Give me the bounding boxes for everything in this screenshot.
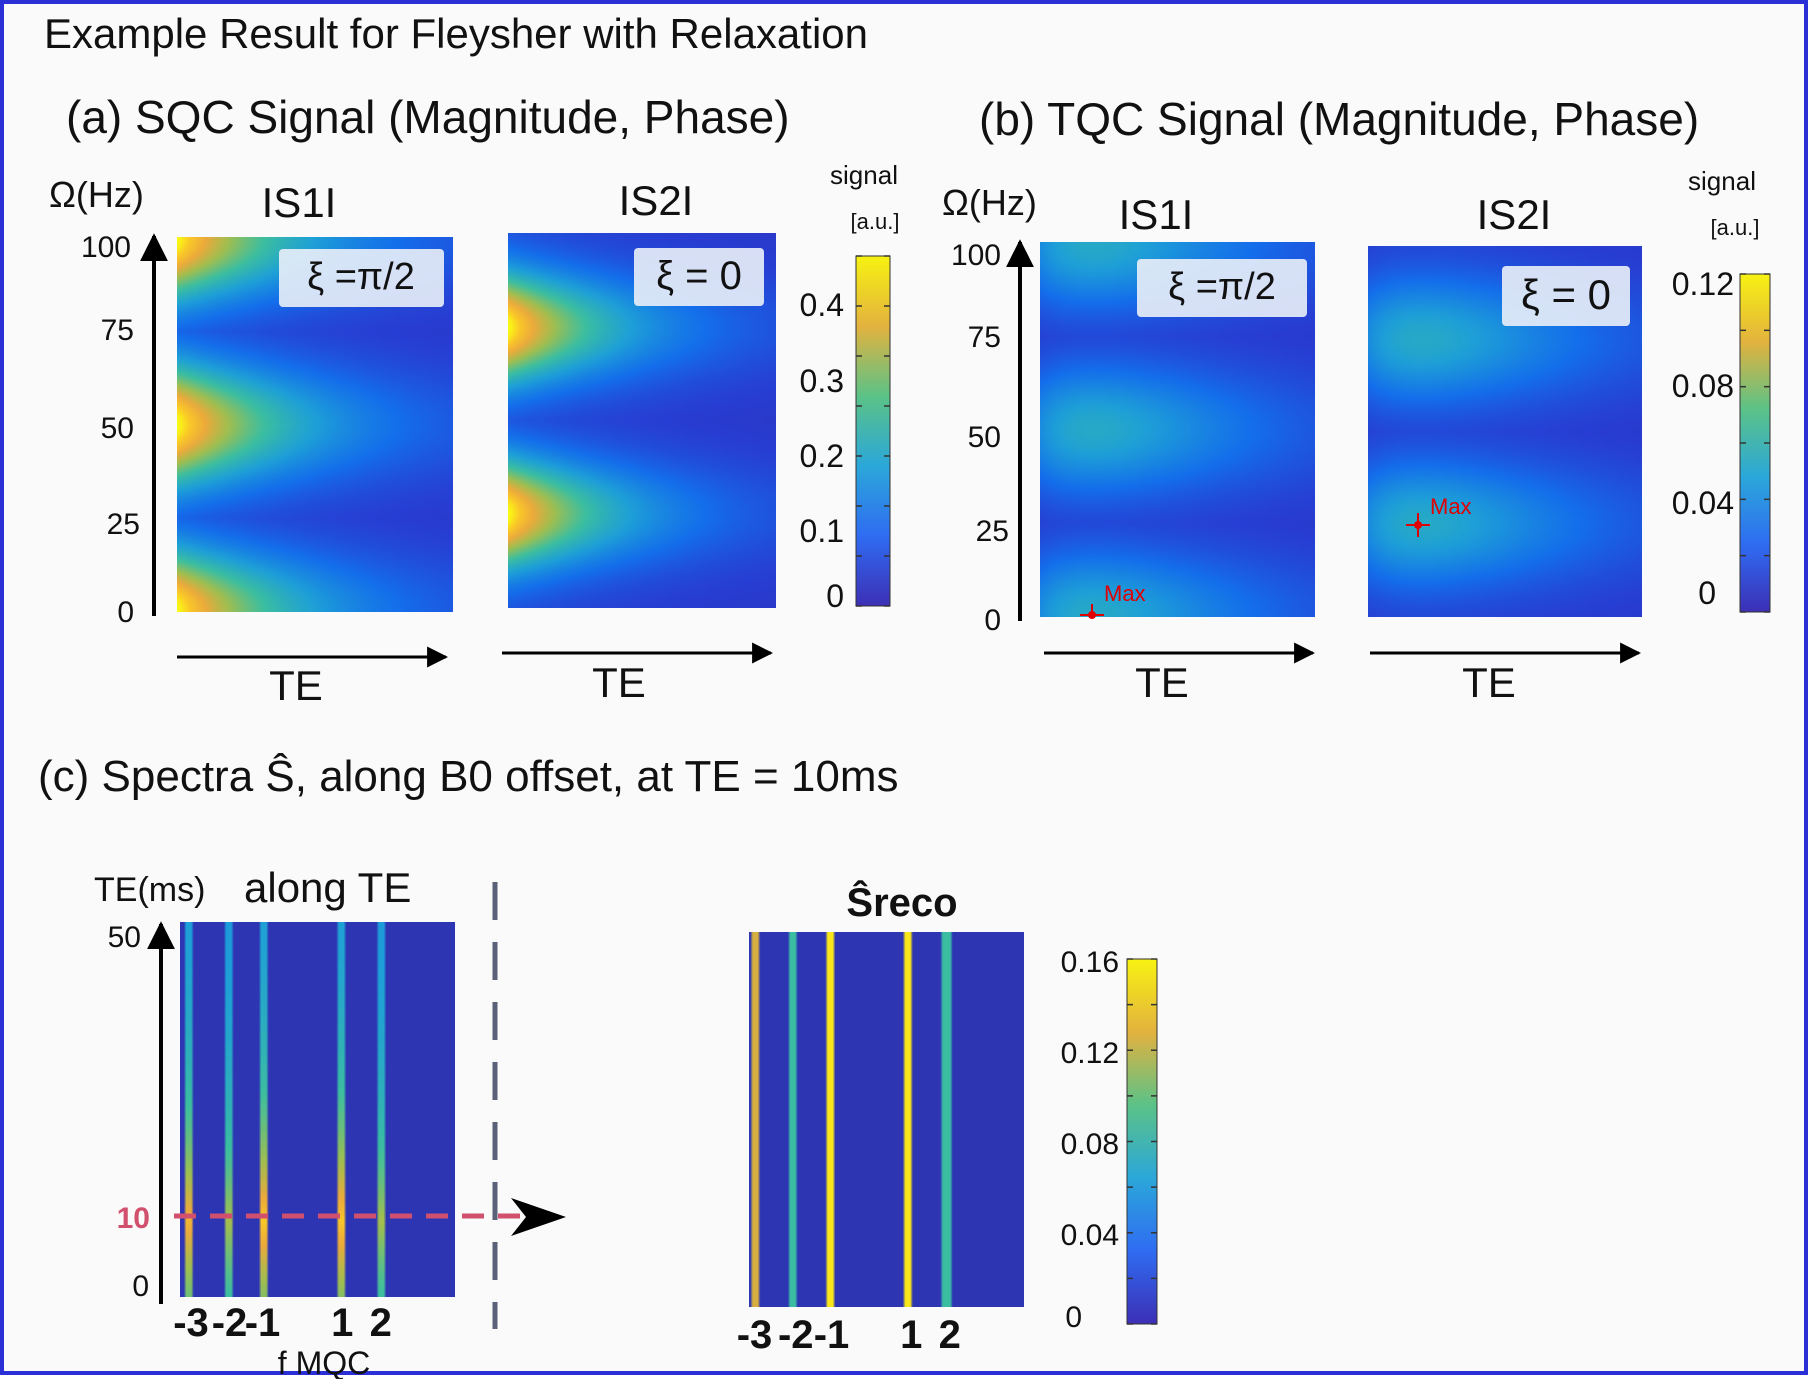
ytick-b-100: 100 [951, 239, 1001, 272]
colorbar-c: 0.16 0.12 0.08 0.04 0 [1061, 946, 1158, 1334]
cbtick-c-0.12: 0.12 [1061, 1037, 1119, 1070]
cbtick-c-0.16: 0.16 [1061, 946, 1119, 979]
along-te-heatmap [180, 922, 455, 1297]
y-axis-label-a: Ω(Hz) [49, 174, 144, 215]
colorbar-a-bar [855, 255, 891, 607]
cbtick-a-0: 0 [826, 578, 844, 614]
sreco-xtick-1: 1 [900, 1313, 922, 1357]
panel-a-title: (a) SQC Signal (Magnitude, Phase) [66, 91, 790, 143]
xi-box-a1 [279, 249, 444, 307]
along-te-xtick--3: -3 [173, 1301, 209, 1345]
panel-c-title: (c) Spectra Ŝ, along B0 offset, at TE = … [38, 752, 899, 801]
cbtick-c-0.04: 0.04 [1061, 1219, 1119, 1252]
map-title-b2: IS2I [1477, 191, 1552, 238]
xi-label-a1: ξ =π/2 [307, 256, 415, 298]
ytick-b-75: 75 [968, 321, 1001, 354]
ytick-a-75: 75 [101, 314, 134, 347]
sreco-xtick--3: -3 [737, 1313, 773, 1357]
xi-box-b2 [1502, 266, 1630, 326]
sreco-heatmap [749, 932, 1024, 1307]
cbtick-a-0.1: 0.1 [800, 513, 844, 549]
cbtick-b-0.04: 0.04 [1672, 485, 1734, 521]
ytick-b-25: 25 [976, 515, 1009, 548]
x-label-a2: TE [592, 659, 646, 706]
max-marker-b1: Max [1080, 581, 1146, 619]
te-tick-0: 0 [132, 1270, 149, 1303]
max-marker-b2: Max [1406, 494, 1472, 537]
colorbar-a: signal [a.u.] 0.4 0.3 0.2 0.1 0 [800, 160, 900, 614]
map-title-a1: IS1I [262, 179, 337, 226]
ytick-a-100: 100 [81, 231, 131, 264]
along-te-xtick-2: 2 [370, 1301, 392, 1345]
xi-box-b1 [1137, 259, 1307, 317]
colorbar-a-title: signal [830, 160, 898, 190]
figure-canvas: ξ =π/2 ξ = 0 ξ =π/2 ξ = 0 IS1I IS2I IS1I… [49, 160, 1771, 1379]
panel-b-title: (b) TQC Signal (Magnitude, Phase) [979, 93, 1700, 145]
ytick-b-50: 50 [968, 421, 1001, 454]
te-marker-label: 10 [117, 1202, 150, 1235]
te-tick-50: 50 [108, 921, 141, 954]
xi-box-a2 [634, 248, 764, 306]
cbtick-a-0.3: 0.3 [800, 363, 844, 399]
colorbar-b-title: signal [1688, 166, 1756, 196]
y-axis-label-b: Ω(Hz) [942, 182, 1037, 223]
colorbar-b-unit: [a.u.] [1711, 215, 1760, 240]
cbtick-b-0.08: 0.08 [1672, 368, 1734, 404]
x-label-b2: TE [1462, 659, 1516, 706]
x-label-a1: TE [269, 662, 323, 709]
cbtick-a-0.4: 0.4 [800, 287, 844, 323]
xi-label-b1: ξ =π/2 [1168, 266, 1276, 308]
main-title: Example Result for Fleysher with Relaxat… [44, 10, 869, 57]
along-te-xticks: -3 -2-1 1 2 [173, 1301, 392, 1345]
along-te-xtick--2: -2 [212, 1301, 248, 1345]
map-title-a2: IS2I [619, 177, 694, 224]
xi-label-a2: ξ = 0 [656, 254, 742, 298]
along-te-xlabel: f MQC [278, 1345, 370, 1379]
sreco-xtick-2: 2 [939, 1313, 961, 1357]
te-axis-label: TE(ms) [94, 871, 205, 909]
colorbar-a-unit: [a.u.] [851, 209, 900, 234]
cbtick-a-0.2: 0.2 [800, 438, 844, 474]
max-label-b1: Max [1104, 581, 1146, 606]
colorbar-b: signal [a.u.] 0.12 0.08 0.04 0 [1672, 166, 1771, 613]
along-te-xtick--1: -1 [245, 1301, 281, 1345]
cbtick-b-0.12: 0.12 [1672, 266, 1734, 302]
ytick-a-0: 0 [117, 596, 134, 629]
te-marker-arrowhead [511, 1198, 566, 1236]
ytick-a-50: 50 [101, 412, 134, 445]
sreco-title: Ŝreco [846, 879, 957, 925]
along-te-title: along TE [244, 864, 411, 911]
sreco-xtick--1: -1 [814, 1313, 850, 1357]
cbtick-c-0: 0 [1065, 1301, 1082, 1334]
max-label-b2: Max [1430, 494, 1472, 519]
ytick-a-25: 25 [107, 508, 140, 541]
xi-label-b2: ξ = 0 [1521, 271, 1611, 318]
ytick-b-0: 0 [984, 604, 1001, 637]
cbtick-c-0.08: 0.08 [1061, 1128, 1119, 1161]
sreco-xticks: -3 -2 -1 1 2 [737, 1313, 961, 1357]
cbtick-b-0: 0 [1698, 575, 1716, 611]
along-te-xtick-1: 1 [331, 1301, 353, 1345]
x-label-b1: TE [1135, 659, 1189, 706]
map-title-b1: IS1I [1119, 191, 1194, 238]
sreco-xtick--2: -2 [778, 1313, 814, 1357]
